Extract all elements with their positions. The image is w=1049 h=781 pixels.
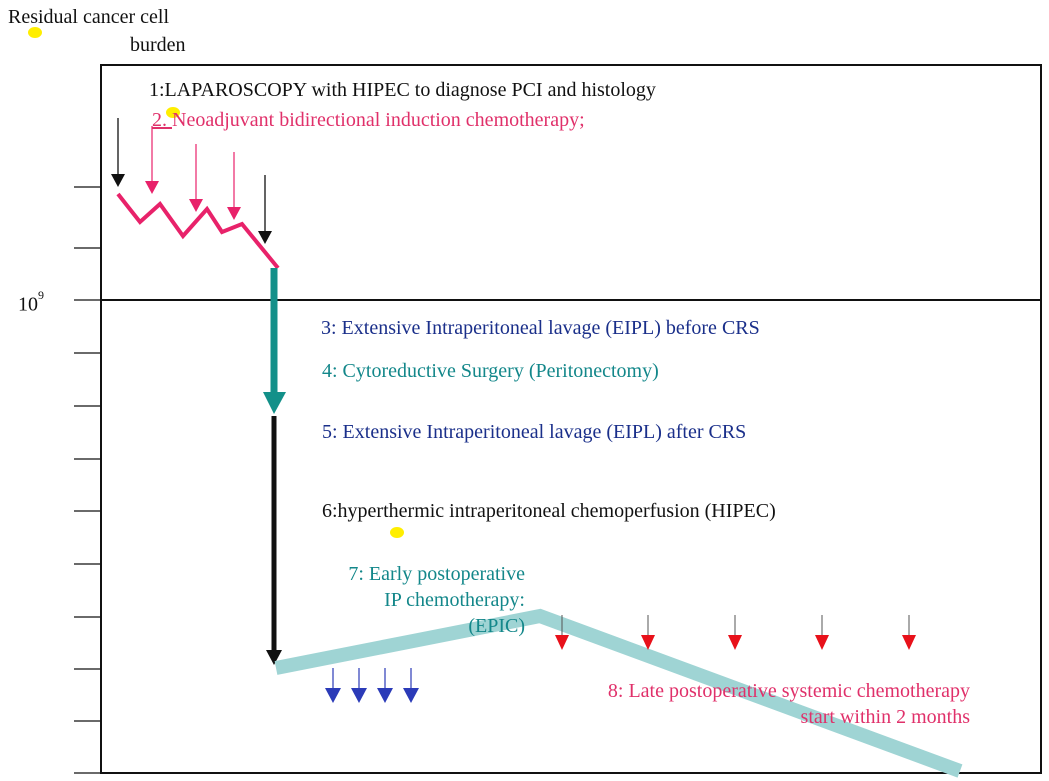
- step-5-label: 5: Extensive Intraperitoneal lavage (EIP…: [322, 421, 747, 443]
- hipec-arrow-icon: [266, 416, 282, 665]
- systemic-chemo-arrow-icons: [555, 615, 916, 650]
- step-6-label: 6:hyperthermic intraperitoneal chemoperf…: [322, 500, 776, 522]
- step-3-label: 3: Extensive Intraperitoneal lavage (EIP…: [321, 317, 760, 339]
- highlight-marker-step2: [166, 107, 180, 118]
- y-axis-title: Residual cancer cell: [8, 7, 169, 27]
- laparoscopy-arrow-icon-2: [258, 175, 272, 244]
- step-8-label: 8: Late postoperative systemic chemother…: [607, 680, 970, 728]
- step-4-label: 4: Cytoreductive Surgery (Peritonectomy): [322, 360, 659, 382]
- y-axis-tick-label: 109: [18, 288, 44, 316]
- y-axis-title-line2: burden: [130, 34, 186, 56]
- step-2-number: 2.: [152, 109, 172, 131]
- step-1-label: 1:LAPAROSCOPY with HIPEC to diagnose PCI…: [149, 79, 656, 101]
- highlight-marker: [28, 27, 42, 38]
- induction-zigzag-line: [116, 192, 280, 270]
- laparoscopy-arrow-icon: [111, 118, 125, 187]
- highlight-marker-step6: [390, 527, 404, 538]
- y-axis-title-line1: Residual cancer cell: [8, 6, 170, 28]
- epic-band: [274, 608, 963, 778]
- step-7-label: 7: Early postoperative IP chemotherapy: …: [348, 563, 525, 637]
- induction-arrow-icons: [145, 126, 241, 220]
- y-axis-ticks: [74, 186, 101, 774]
- step-2-label: 2. Neoadjuvant bidirectional induction c…: [152, 109, 585, 131]
- plot-frame: [100, 64, 1042, 774]
- cytoreduction-arrow-icon: [263, 268, 286, 414]
- epic-arrow-icons: [325, 668, 419, 703]
